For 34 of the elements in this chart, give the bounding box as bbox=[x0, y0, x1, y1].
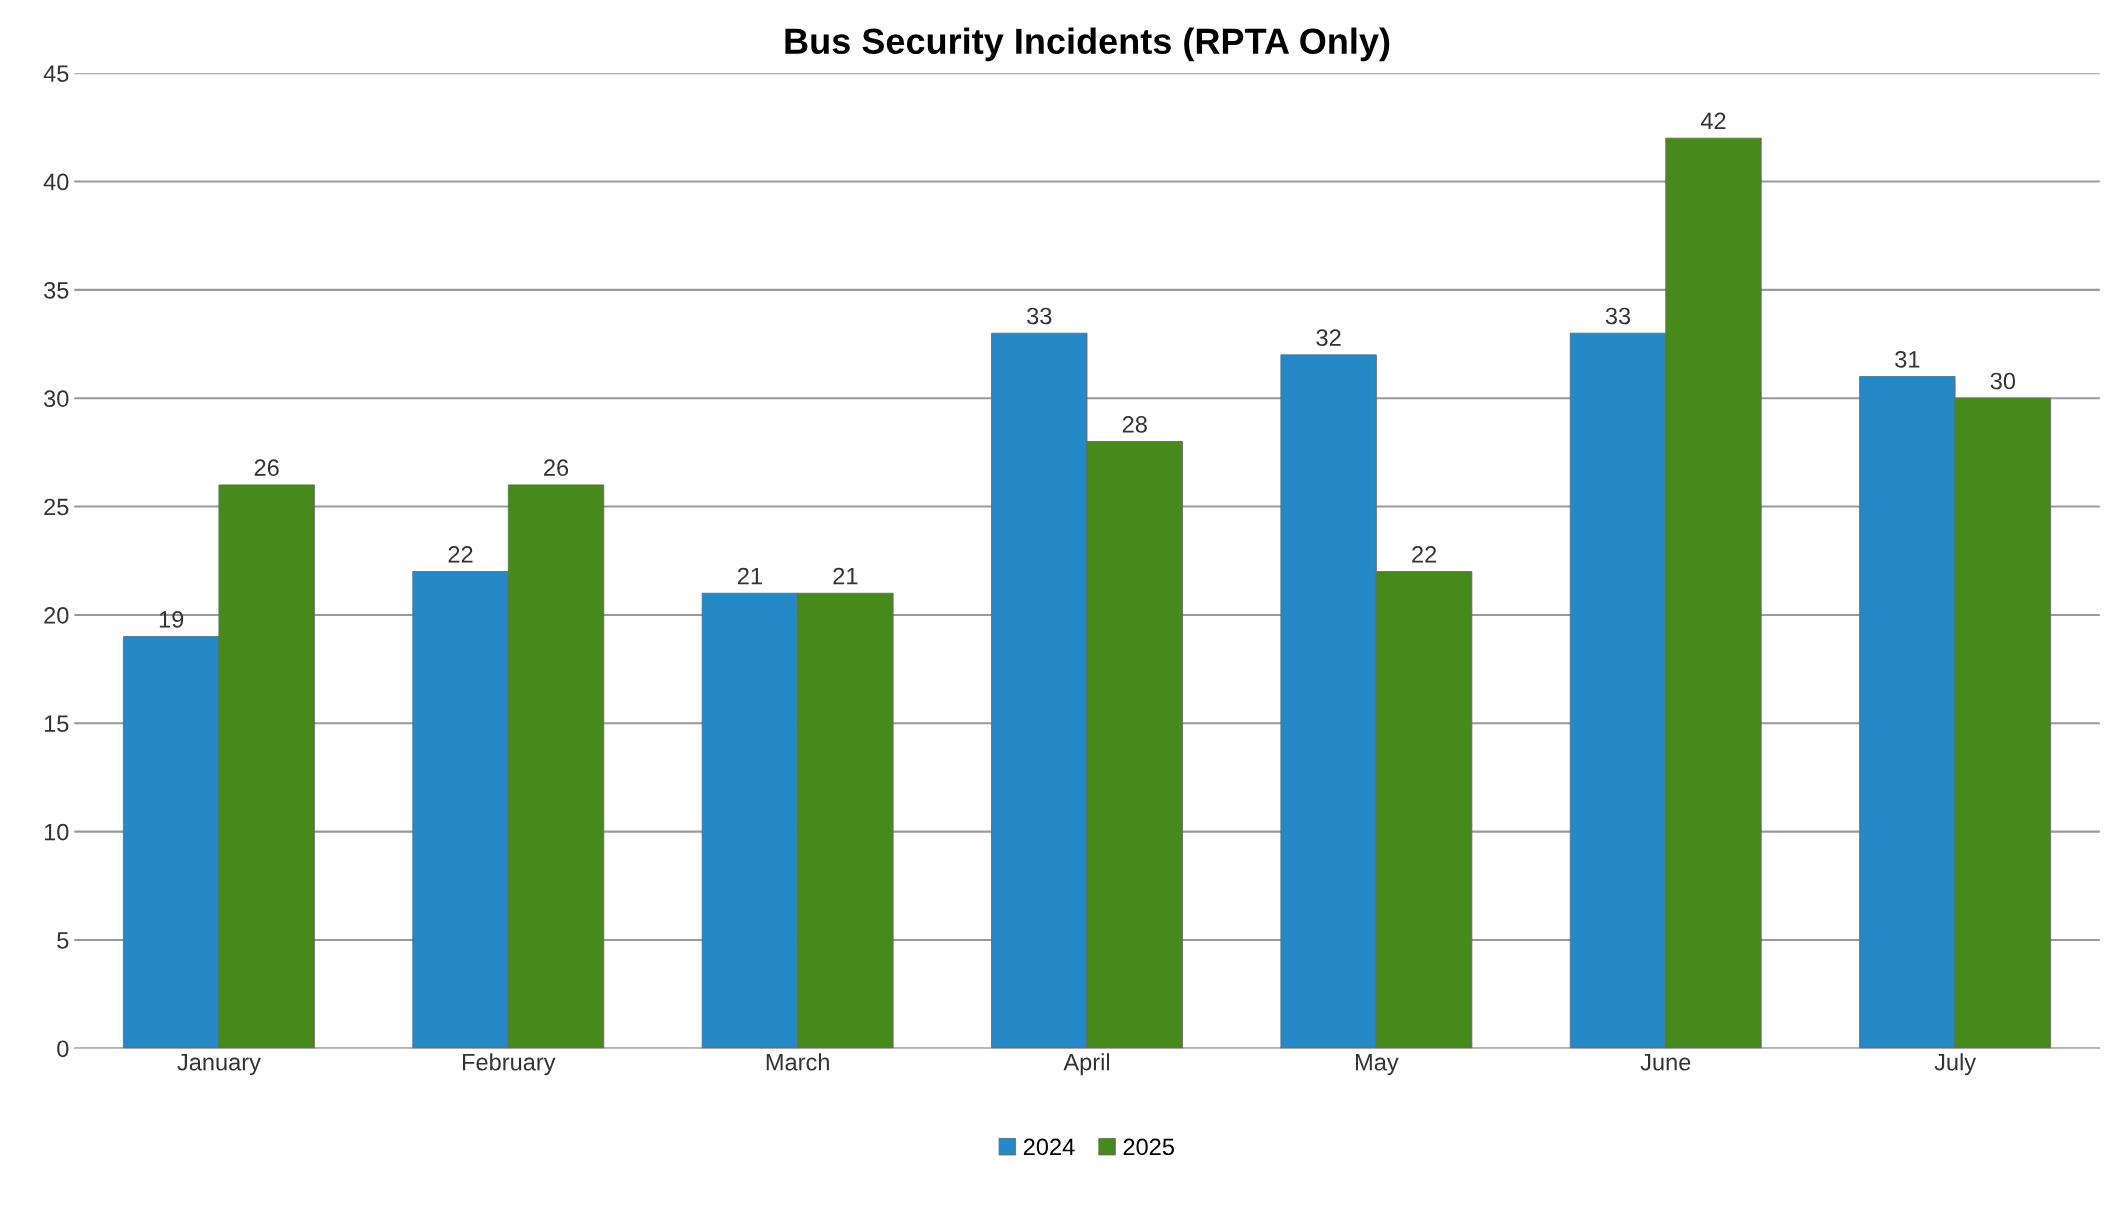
x-tick-label: March bbox=[766, 1053, 829, 1071]
y-tick-label: 35 bbox=[44, 281, 69, 299]
x-tick-label: June bbox=[1640, 1054, 1691, 1071]
x-tick-label: April bbox=[1063, 1053, 1110, 1076]
chart-title: Bus Security Incidents (RPTA Only) bbox=[785, 27, 1390, 62]
x-tick-label: May bbox=[1356, 1054, 1399, 1076]
legend-label: 2024 bbox=[1023, 1138, 1075, 1156]
y-tick-label: 20 bbox=[44, 606, 69, 624]
data-label: 42 bbox=[1700, 112, 1726, 130]
data-label: 33 bbox=[1027, 307, 1052, 325]
y-tick-label: 25 bbox=[44, 498, 69, 516]
data-label: 28 bbox=[1122, 416, 1147, 433]
data-label: 22 bbox=[448, 546, 473, 563]
y-tick-label: 30 bbox=[44, 390, 69, 407]
y-tick-label: 0 bbox=[57, 1040, 69, 1058]
data-label: 22 bbox=[1412, 546, 1437, 563]
y-tick-label: 40 bbox=[43, 173, 69, 191]
x-tick-label: July bbox=[1934, 1053, 1977, 1076]
x-tick-label: February bbox=[462, 1053, 556, 1076]
data-label: 32 bbox=[1316, 329, 1341, 347]
legend-label: 2025 bbox=[1123, 1138, 1174, 1156]
y-tick-label: 45 bbox=[43, 65, 69, 82]
data-label: 19 bbox=[159, 611, 184, 628]
data-label: 33 bbox=[1605, 307, 1631, 325]
y-tick-label: 5 bbox=[57, 932, 69, 949]
y-tick-label: 15 bbox=[44, 715, 69, 733]
data-label: 26 bbox=[254, 459, 279, 477]
data-label: 21 bbox=[737, 567, 762, 585]
y-tick-label: 10 bbox=[44, 823, 69, 841]
data-label: 26 bbox=[544, 459, 569, 477]
data-label: 30 bbox=[1990, 372, 2016, 390]
data-label: 31 bbox=[1895, 350, 1920, 368]
x-tick-label: January bbox=[177, 1054, 261, 1076]
data-label: 21 bbox=[833, 567, 858, 585]
